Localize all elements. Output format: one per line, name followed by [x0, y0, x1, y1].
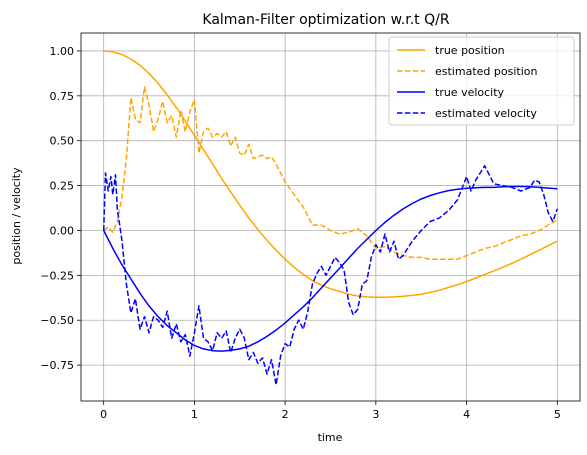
- series-line-true-velocity: [103, 185, 558, 352]
- x-tick-label: 5: [554, 408, 561, 421]
- series-line-true-position: [103, 50, 558, 298]
- plot-area-frame: [80, 32, 581, 402]
- y-tick-label: 0.00: [50, 224, 75, 237]
- legend-entry-label: true velocity: [435, 86, 505, 99]
- x-tick-label: 2: [282, 408, 289, 421]
- y-tick-label: 0.75: [50, 90, 75, 103]
- series-line-estimated-position: [103, 86, 558, 260]
- x-axis-label: time: [318, 431, 343, 444]
- legend-entry-label: true position: [435, 44, 505, 57]
- legend-entry-label: estimated position: [435, 65, 537, 78]
- y-tick-label: −0.50: [40, 314, 74, 327]
- series-lines: [102, 50, 559, 386]
- y-axis-ticks: −0.75 −0.50 −0.25 0.00 0.25 0.50 0.75 1.00: [40, 45, 81, 372]
- chart-title: Kalman-Filter optimization w.r.t Q/R: [202, 12, 449, 28]
- y-tick-label: 0.50: [50, 135, 75, 148]
- series-line-estimated-velocity: [102, 165, 559, 386]
- legend-entry-label: estimated velocity: [435, 107, 537, 120]
- x-tick-label: 4: [463, 408, 470, 421]
- x-tick-label: 3: [372, 408, 379, 421]
- x-tick-label: 0: [100, 408, 107, 421]
- x-axis-ticks: 0 1 2 3 4 5: [100, 401, 561, 421]
- y-tick-label: 1.00: [50, 45, 75, 58]
- x-tick-label: 1: [191, 408, 198, 421]
- y-tick-label: −0.75: [40, 359, 74, 372]
- legend-box: [388, 36, 575, 126]
- legend: true position estimated position true velo…: [388, 36, 575, 126]
- y-tick-label: 0.25: [50, 180, 75, 193]
- y-tick-label: −0.25: [40, 269, 74, 282]
- y-axis-label: position / velocity: [10, 167, 23, 265]
